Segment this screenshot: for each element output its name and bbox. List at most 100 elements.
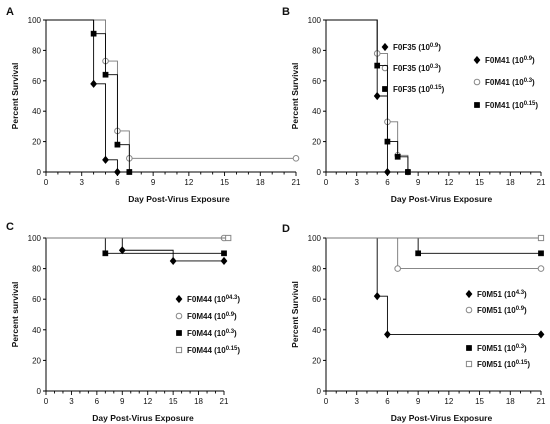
x-tick-label: 18 — [506, 178, 515, 187]
legend-exponent: 0.15 — [516, 360, 528, 366]
series-line — [326, 237, 541, 254]
series-point — [384, 330, 391, 339]
y-axis-title: Percent Survival — [290, 281, 300, 348]
series-point — [102, 155, 109, 164]
legend-entry: F0M41 (100.3) — [473, 78, 535, 87]
legend-marker — [466, 345, 472, 351]
x-tick-label: 12 — [143, 397, 152, 406]
legend-entry: F0M51 (100.9) — [465, 306, 527, 315]
x-tick-label: 0 — [44, 178, 49, 187]
series-point — [221, 250, 227, 257]
legend-marker — [465, 289, 473, 299]
legend-marker — [465, 306, 473, 314]
y-axis-title: Percent survival — [10, 282, 20, 348]
legend-entry: F0M44 (1004.3) — [175, 294, 240, 304]
legend-entry: F0M44 (100.9) — [175, 312, 237, 321]
series-4 — [46, 234, 232, 242]
legend-entry: F0M44 (100.3) — [176, 329, 237, 338]
legend-label: F0F35 (100.3) — [393, 64, 441, 73]
series-point — [114, 141, 121, 148]
legend-entry: F0M51 (100.15) — [465, 360, 530, 369]
legend-exponent: 0.9 — [524, 56, 533, 62]
y-axis-title: Percent Survival — [290, 63, 300, 130]
y-tick-label: 100 — [28, 234, 42, 243]
panel-letter: A — [6, 6, 14, 18]
x-tick-label: 9 — [151, 178, 156, 187]
legend-entry: F0M44 (100.15) — [175, 346, 240, 355]
series-point — [169, 256, 177, 266]
legend-exponent: 04.3 — [226, 295, 238, 301]
series-3 — [46, 19, 133, 175]
x-tick-label: 6 — [385, 178, 390, 187]
x-tick-label: 15 — [475, 178, 484, 187]
x-tick-label: 12 — [444, 178, 453, 187]
x-tick-label: 0 — [44, 397, 49, 406]
panel-c: C 0 20 40 60 80 100 0 3 6 9 12 15 18 21 Day Post-Virus … — [6, 221, 240, 423]
legend-label: F0M44 (100.9) — [187, 312, 237, 321]
legend-entry: F0M41 (100.9) — [473, 55, 535, 65]
y-tick-label: 60 — [32, 77, 41, 86]
y-tick-label: 40 — [312, 326, 321, 335]
legend-marker — [381, 42, 389, 52]
y-tick-label: 100 — [308, 16, 322, 25]
series-point — [537, 330, 545, 339]
y-tick-label: 100 — [28, 16, 42, 25]
x-tick-label: 3 — [69, 397, 74, 406]
series-line — [46, 19, 296, 159]
legend-marker — [175, 312, 183, 320]
series-point — [537, 234, 545, 242]
legend-entry: F0M41 (100.15) — [474, 101, 538, 110]
series-point — [126, 169, 133, 175]
x-tick-label: 9 — [416, 178, 421, 187]
x-tick-label: 9 — [120, 397, 125, 406]
panel-letter: B — [282, 6, 290, 18]
y-tick-label: 60 — [312, 77, 321, 86]
legend-label: F0M51 (100.3) — [477, 344, 527, 353]
legend-marker — [474, 102, 480, 108]
y-tick-label: 80 — [32, 265, 41, 274]
series-point — [225, 234, 232, 242]
legend-label: F0M41 (100.9) — [485, 56, 535, 65]
legend-marker — [382, 86, 388, 92]
y-tick-label: 20 — [312, 356, 321, 365]
series-2 — [46, 19, 300, 162]
series-point — [90, 30, 97, 37]
series-line — [46, 19, 130, 172]
series-point — [373, 292, 381, 301]
y-tick-label: 20 — [312, 138, 321, 147]
legend-marker — [175, 294, 183, 304]
panel-b: B 0 20 40 60 80 100 0 3 6 9 12 15 18 21 Day Post-Virus … — [282, 6, 546, 204]
x-tick-label: 6 — [95, 397, 100, 406]
series-point — [373, 91, 381, 101]
series-point — [114, 167, 121, 177]
legend-label: F0F35 (100.15) — [393, 85, 445, 94]
series-1 — [46, 237, 228, 266]
legend-exponent: 4.3 — [516, 290, 525, 296]
x-tick-label: 0 — [324, 397, 329, 406]
x-tick-label: 9 — [416, 397, 421, 406]
y-tick-label: 20 — [32, 356, 41, 365]
legend-marker — [175, 346, 183, 354]
x-tick-label: 6 — [385, 397, 390, 406]
x-tick-label: 21 — [537, 397, 546, 406]
series-point — [90, 79, 98, 88]
legend-exponent: 0.3 — [516, 344, 525, 350]
series-point — [220, 256, 228, 266]
legend-exponent: 0.15 — [524, 101, 536, 107]
series-3 — [326, 19, 411, 175]
legend-marker — [465, 360, 473, 368]
series-1 — [326, 19, 391, 177]
series-point — [537, 265, 545, 272]
series-1 — [46, 19, 121, 177]
legend-entry: F0M51 (100.3) — [466, 344, 527, 353]
x-tick-label: 21 — [292, 178, 301, 187]
series-point — [415, 250, 421, 257]
legend-exponent: 0.3 — [226, 329, 235, 335]
panel-letter: D — [282, 223, 290, 235]
series-3 — [326, 237, 544, 257]
x-tick-label: 15 — [169, 397, 178, 406]
series-point — [538, 250, 544, 257]
legend-entry: F0F35 (100.3) — [381, 64, 441, 73]
panel-d: D 0 20 40 60 80 100 0 3 6 9 12 15 18 21 Day Post-Virus … — [282, 223, 546, 423]
